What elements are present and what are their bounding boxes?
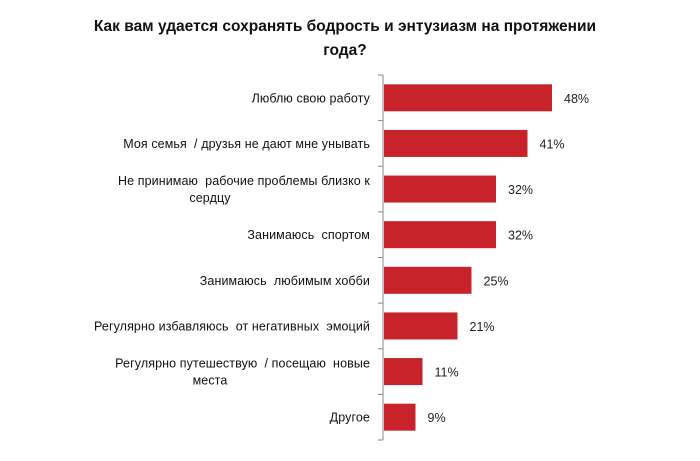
category-label: Люблю свою работу — [252, 91, 371, 105]
chart-title-line: Как вам удается сохранять бодрость и энт… — [94, 18, 596, 35]
bar — [384, 84, 552, 112]
bar — [384, 403, 416, 431]
bars: 48% 41% 32% 32% 25% 21% 11% 9% — [384, 84, 589, 431]
chart-title: Как вам удается сохранять бодрость и энт… — [94, 18, 596, 59]
category-label: Другое — [330, 411, 370, 425]
category-label: Не принимаю рабочие проблемы близко к — [118, 174, 370, 188]
category-axis: Люблю свою работу Моя семья / друзья не д… — [94, 74, 384, 441]
data-label: 32% — [508, 183, 533, 197]
category-label: места — [193, 374, 228, 388]
data-label: 9% — [428, 411, 446, 425]
bar — [384, 312, 458, 340]
bar — [384, 175, 496, 203]
data-label: 21% — [470, 320, 495, 334]
category-label: сердцу — [189, 191, 231, 205]
category-label: Занимаюсь любимым хобби — [200, 274, 370, 288]
bar — [384, 358, 423, 386]
data-label: 11% — [435, 366, 459, 380]
category-label: Занимаюсь спортом — [247, 228, 370, 242]
category-label: Регулярно избавляюсь от негативных эмоци… — [94, 319, 370, 333]
data-label: 48% — [564, 92, 589, 106]
category-label: Моя семья / друзья не дают мне унывать — [123, 137, 370, 151]
bar — [384, 221, 496, 249]
chart-title-line: года? — [323, 42, 366, 59]
data-label: 25% — [484, 274, 509, 288]
data-label: 32% — [508, 229, 533, 243]
category-label: Регулярно путешествую / посещаю новые — [115, 357, 370, 371]
bar — [384, 129, 528, 157]
data-label: 41% — [540, 137, 565, 151]
bar — [384, 266, 472, 294]
